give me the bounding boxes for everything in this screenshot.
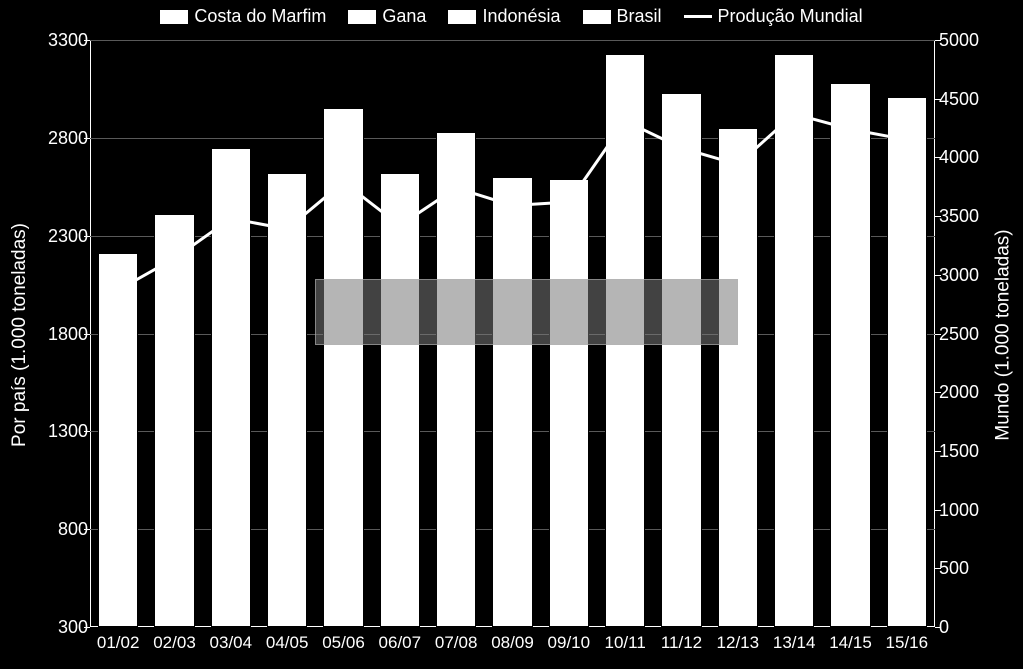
y-right-tick-mark xyxy=(935,568,941,569)
y-left-tick-label: 2800 xyxy=(28,129,88,147)
x-tick-label: 06/07 xyxy=(379,633,422,653)
legend: Costa do Marfim Gana Indonésia Brasil Produç… xyxy=(0,6,1023,27)
y-right-tick-mark xyxy=(935,451,941,452)
y-right-tick-label: 3500 xyxy=(939,207,999,225)
y-left-tick-label: 800 xyxy=(28,520,88,538)
line-series xyxy=(90,40,935,627)
y-right-tick-label: 5000 xyxy=(939,31,999,49)
y-right-tick-mark xyxy=(935,392,941,393)
legend-bar-icon xyxy=(448,10,476,24)
y-left-tick-label: 300 xyxy=(28,618,88,636)
legend-line-icon xyxy=(684,15,712,18)
legend-item: Costa do Marfim xyxy=(160,6,326,27)
legend-label: Produção Mundial xyxy=(718,6,863,27)
y-right-tick-mark xyxy=(935,627,941,628)
y-left-tick-label: 3300 xyxy=(28,31,88,49)
y-right-tick-label: 0 xyxy=(939,618,999,636)
y-right-tick-label: 1500 xyxy=(939,442,999,460)
legend-label: Gana xyxy=(382,6,426,27)
legend-label: Brasil xyxy=(617,6,662,27)
legend-bar-icon xyxy=(348,10,376,24)
x-tick-label: 09/10 xyxy=(548,633,591,653)
x-tick-label: 04/05 xyxy=(266,633,309,653)
y-axis-left: 30080013001800230028003300 xyxy=(28,40,88,627)
y-right-tick-label: 2500 xyxy=(939,325,999,343)
y-right-tick-label: 2000 xyxy=(939,383,999,401)
y-right-tick-mark xyxy=(935,510,941,511)
legend-item: Produção Mundial xyxy=(684,6,863,27)
x-tick-label: 14/15 xyxy=(829,633,872,653)
line-path xyxy=(118,114,907,290)
x-tick-label: 13/14 xyxy=(773,633,816,653)
legend-label: Costa do Marfim xyxy=(194,6,326,27)
x-tick-label: 11/12 xyxy=(661,633,702,653)
x-tick-label: 02/03 xyxy=(153,633,196,653)
y-right-tick-mark xyxy=(935,157,941,158)
x-tick-label: 03/04 xyxy=(210,633,253,653)
x-tick-label: 10/11 xyxy=(605,633,646,653)
x-tick-label: 15/16 xyxy=(886,633,929,653)
y-left-tick-label: 1300 xyxy=(28,422,88,440)
y-right-tick-mark xyxy=(935,99,941,100)
y-left-tick-label: 1800 xyxy=(28,325,88,343)
y-right-tick-label: 3000 xyxy=(939,266,999,284)
legend-item: Gana xyxy=(348,6,426,27)
y-right-tick-label: 1000 xyxy=(939,501,999,519)
y-left-tick-label: 2300 xyxy=(28,227,88,245)
legend-bar-icon xyxy=(160,10,188,24)
x-tick-label: 07/08 xyxy=(435,633,478,653)
y-axis-right: 0500100015002000250030003500400045005000 xyxy=(939,40,999,627)
legend-bar-icon xyxy=(583,10,611,24)
x-tick-label: 08/09 xyxy=(491,633,534,653)
y-right-tick-mark xyxy=(935,40,941,41)
x-tick-label: 12/13 xyxy=(717,633,760,653)
y-right-tick-label: 4500 xyxy=(939,90,999,108)
x-tick-label: 01/02 xyxy=(97,633,140,653)
y-left-tick-mark xyxy=(84,627,90,628)
legend-item: Indonésia xyxy=(448,6,560,27)
legend-item: Brasil xyxy=(583,6,662,27)
y-right-tick-label: 500 xyxy=(939,559,999,577)
y-right-tick-label: 4000 xyxy=(939,148,999,166)
x-tick-label: 05/06 xyxy=(322,633,365,653)
y-right-tick-mark xyxy=(935,216,941,217)
legend-label: Indonésia xyxy=(482,6,560,27)
y-right-tick-mark xyxy=(935,334,941,335)
plot-area: 01/0202/0303/0404/0505/0606/0707/0808/09… xyxy=(90,40,935,627)
y-right-tick-mark xyxy=(935,275,941,276)
chart-container: Costa do Marfim Gana Indonésia Brasil Produç… xyxy=(0,0,1023,669)
